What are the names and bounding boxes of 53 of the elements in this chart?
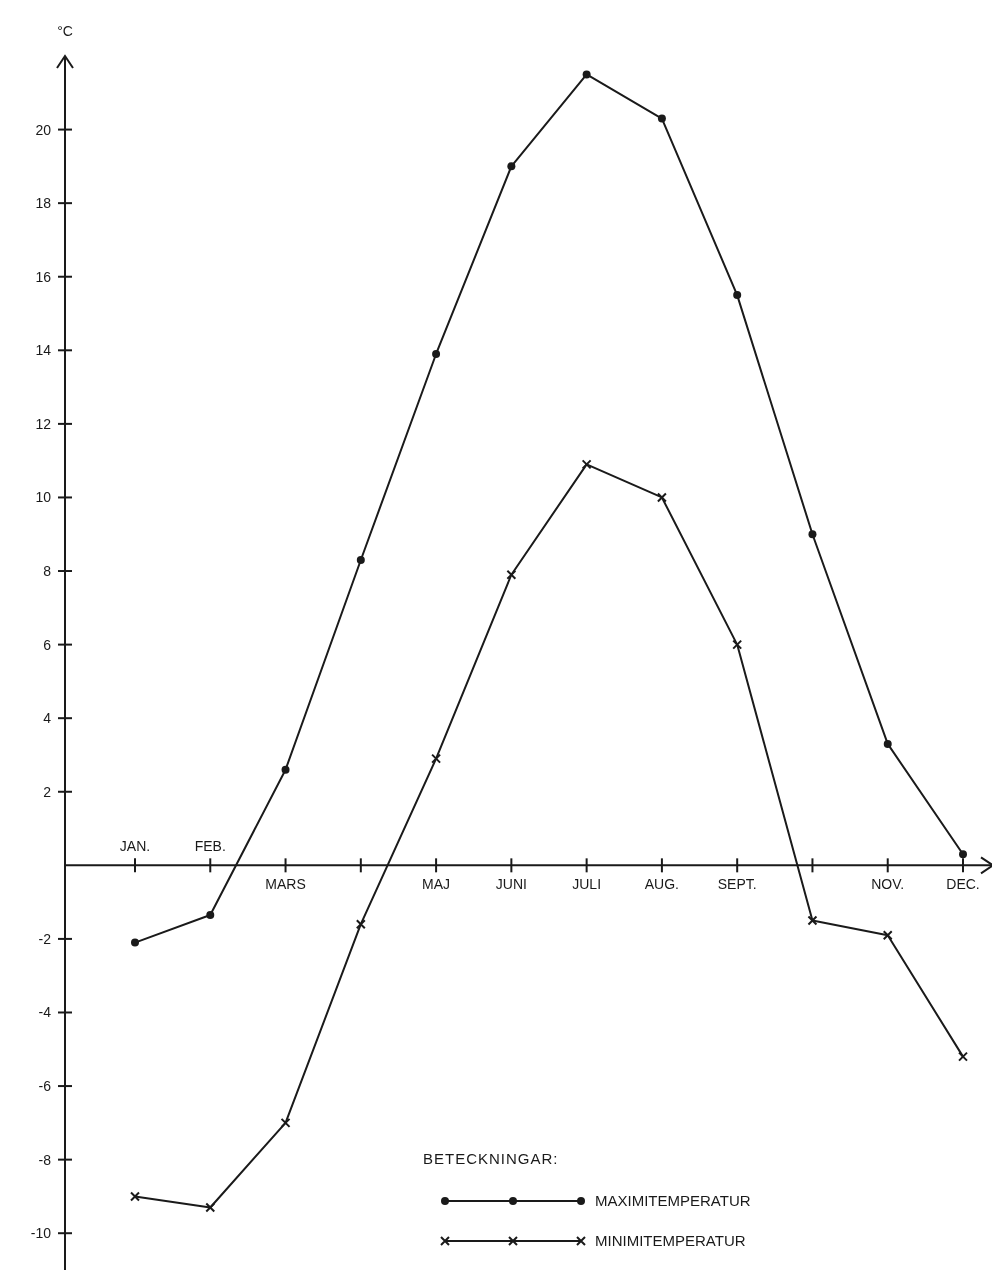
x-tick-label: SEPT. [717, 876, 757, 893]
x-tick-label: FEB. [194, 838, 226, 855]
y-tick-label: -4 [38, 1004, 52, 1021]
y-tick-label: 20 [35, 121, 52, 138]
y-tick-label: 12 [35, 415, 52, 432]
legend-label: MINIMITEMPERATUR [595, 1232, 746, 1249]
y-tick-label: 4 [43, 710, 52, 727]
point [807, 915, 818, 926]
x-tick-label: AUG. [644, 876, 680, 893]
point [733, 291, 742, 300]
point [507, 162, 516, 171]
point [732, 639, 743, 650]
point [206, 911, 215, 919]
point [882, 930, 893, 941]
x-tick-label: MAJ [422, 876, 451, 893]
point [883, 739, 892, 748]
point [432, 349, 441, 358]
legend-title: BETECKNINGAR: [423, 1150, 559, 1167]
point [959, 850, 967, 859]
y-axis-title: °C [57, 23, 73, 39]
point [581, 459, 592, 470]
y-tick-label: -10 [30, 1225, 52, 1242]
y-tick-label: 16 [35, 268, 52, 285]
point [657, 114, 666, 123]
point [356, 555, 365, 564]
y-tick-label: -8 [38, 1151, 52, 1168]
x-tick-label: MARS [265, 876, 306, 893]
x-tick-label: JUNI [495, 876, 527, 893]
point [656, 492, 667, 503]
point [431, 753, 442, 764]
point [281, 765, 290, 774]
x-tick-label: JULI [572, 876, 602, 893]
point [131, 938, 139, 947]
point [506, 569, 517, 580]
y-tick-label: 6 [43, 636, 52, 653]
x-tick-label: NOV. [871, 876, 905, 893]
point [808, 530, 817, 539]
point [958, 1051, 968, 1062]
x-tick-label: JAN. [119, 838, 151, 855]
y-tick-label: 18 [35, 195, 52, 212]
y-tick-label: -6 [38, 1078, 52, 1095]
x-tick-label: DEC. [946, 876, 980, 893]
legend-label: MAXIMITEMPERATUR [595, 1192, 751, 1209]
point [582, 70, 591, 79]
point [205, 1202, 216, 1213]
point [355, 919, 366, 930]
y-tick-label: 2 [43, 783, 52, 800]
y-tick-label: 8 [43, 563, 52, 580]
y-tick-label: -2 [38, 930, 52, 947]
y-tick-label: 14 [35, 342, 52, 359]
y-tick-label: 10 [35, 489, 52, 506]
point [280, 1117, 291, 1128]
point [130, 1191, 140, 1202]
